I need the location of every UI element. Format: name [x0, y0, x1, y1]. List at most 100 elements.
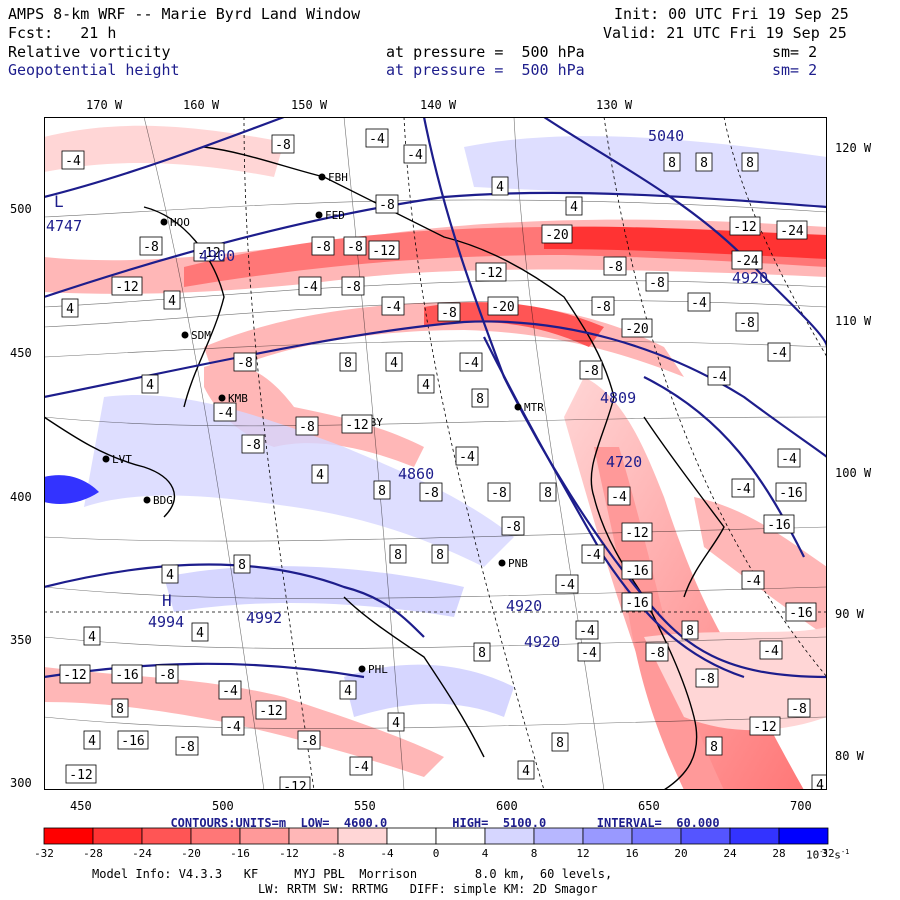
- vorticity-label-box: [419, 482, 443, 502]
- vorticity-label-box: [279, 776, 311, 790]
- vorticity-label-box: [368, 240, 400, 260]
- vorticity-label-text: -8: [159, 668, 175, 683]
- vort-contour-units-suffix: s: [294, 833, 309, 847]
- vorticity-label-box: [591, 296, 615, 316]
- vorticity-label-text: 8: [668, 156, 676, 171]
- vorticity-label-box: [565, 196, 583, 216]
- vorticity-label-text: 8: [710, 740, 718, 755]
- field1-level: at pressure = 500 hPa: [386, 43, 585, 61]
- height-contour-label: 5040: [648, 127, 684, 145]
- vorticity-label-text: -16: [625, 596, 648, 611]
- vorticity-label-box: [621, 560, 653, 580]
- vorticity-label-box: [455, 446, 479, 466]
- vorticity-label-text: -12: [372, 244, 395, 259]
- vort-contour-units-suffix-exp: -1: [308, 832, 319, 841]
- station-label: PHL: [368, 663, 388, 676]
- vorticity-label-text: -4: [353, 760, 369, 775]
- vorticity-label-text: 4: [66, 302, 74, 317]
- vorticity-label-box: [731, 478, 755, 498]
- colorbar-swatch: [43, 827, 94, 845]
- height-contour-interval: INTERVAL= 60.000: [596, 816, 720, 830]
- station-dot: [143, 496, 151, 504]
- left-tick-label: 300: [10, 776, 32, 790]
- field1-name: Relative vorticity: [8, 43, 171, 61]
- vorticity-label-box: [729, 216, 761, 236]
- vorticity-label-text: -8: [179, 740, 195, 755]
- vorticity-label-text: -4: [763, 644, 779, 659]
- vorticity-label-text: 4: [390, 356, 398, 371]
- vorticity-label-box: [705, 736, 723, 756]
- vorticity-label-text: -8: [441, 306, 457, 321]
- field1-smoothing: sm= 2: [772, 43, 818, 61]
- vorticity-label-box: [61, 298, 79, 318]
- vorticity-label-box: [218, 680, 242, 700]
- vorticity-label-text: -4: [611, 490, 627, 505]
- vorticity-label-box: [517, 760, 535, 780]
- height-contour-label: 4860: [398, 465, 434, 483]
- vorticity-label-box: [61, 150, 85, 170]
- station-label: SDM: [191, 329, 211, 342]
- vorticity-label-box: [297, 730, 321, 750]
- vorticity-isolines: [44, 117, 827, 790]
- vorticity-label-text: -8: [739, 316, 755, 331]
- vorticity-label-text: -20: [625, 322, 648, 337]
- colorbar-unit-suffix-exp: -1: [840, 848, 850, 856]
- vorticity-label-text: -8: [505, 520, 521, 535]
- vorticity-label-box: [375, 194, 399, 214]
- vorticity-label-box: [575, 620, 599, 640]
- vorticity-label-text: -16: [625, 564, 648, 579]
- vorticity-label-text: -4: [217, 406, 233, 421]
- vorticity-label-box: [735, 312, 759, 332]
- vorticity-label-box: [551, 732, 569, 752]
- bottom-tick-label: 600: [496, 799, 518, 813]
- vorticity-label-text: 4: [196, 626, 204, 641]
- map-frame: [44, 117, 827, 790]
- height-contour-info: CONTOURS:UNITS=m LOW= 4600.0 HIGH= 5100.…: [156, 798, 720, 832]
- vorticity-label-text: 8: [378, 484, 386, 499]
- vorticity-label-box: [193, 242, 225, 262]
- vorticity-shading: [44, 125, 827, 790]
- vorticity-label-box: [763, 514, 795, 534]
- vorticity-label-box: [785, 602, 817, 622]
- vorticity-label-box: [83, 730, 101, 750]
- vorticity-label-box: [776, 220, 808, 240]
- vorticity-label-text: 8: [344, 356, 352, 371]
- vorticity-label-box: [645, 272, 669, 292]
- vorticity-label-text: 4: [344, 684, 352, 699]
- station-label: BDG: [153, 494, 173, 507]
- vorticity-label-text: -8: [649, 276, 665, 291]
- station-dot: [315, 211, 323, 219]
- vorticity-label-text: -8: [345, 280, 361, 295]
- vorticity-label-text: -4: [459, 450, 475, 465]
- vorticity-label-text: -8: [379, 198, 395, 213]
- vorticity-label-box: [298, 276, 322, 296]
- vorticity-label-text: -4: [585, 548, 601, 563]
- vorticity-label-box: [141, 374, 159, 394]
- vorticity-label-text: 4: [146, 378, 154, 393]
- vorticity-label-box: [607, 486, 631, 506]
- vorticity-label-text: -4: [781, 452, 797, 467]
- height-contour-label: 4994: [148, 613, 184, 631]
- vorticity-label-text: -12: [283, 780, 306, 790]
- vorticity-label-box: [731, 250, 763, 270]
- vorticity-label-box: [539, 482, 557, 502]
- vorticity-label-box: [621, 522, 653, 542]
- height-contour-label: 4920: [732, 269, 768, 287]
- vorticity-label-box: [471, 388, 489, 408]
- vorticity-label-box: [213, 402, 237, 422]
- vorticity-label-text: -4: [222, 684, 238, 699]
- vorticity-label-box: [787, 698, 811, 718]
- vorticity-label-text: -20: [545, 228, 568, 243]
- height-contour-label: 4992: [246, 609, 282, 627]
- top-lon-label: 130 W: [596, 98, 633, 112]
- height-contour-high: HIGH= 5100.0: [452, 816, 547, 830]
- model-title: AMPS 8-km WRF -- Marie Byrd Land Window: [8, 5, 361, 23]
- vorticity-label-box: [695, 668, 719, 688]
- vorticity-label-text: 8: [544, 486, 552, 501]
- vort-contour-label: CONTOURS:: [147, 833, 213, 847]
- vorticity-label-text: -16: [767, 518, 790, 533]
- vorticity-label-box: [431, 544, 449, 564]
- vorticity-label-box: [707, 366, 731, 386]
- vorticity-label-text: -12: [197, 246, 220, 261]
- vorticity-label-text: 4: [422, 378, 430, 393]
